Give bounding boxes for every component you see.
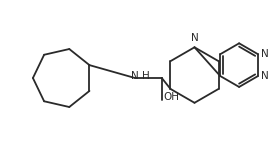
Text: N: N bbox=[261, 49, 269, 59]
Text: N: N bbox=[131, 71, 139, 81]
Text: N: N bbox=[261, 71, 269, 81]
Text: OH: OH bbox=[164, 92, 180, 102]
Text: N: N bbox=[191, 33, 198, 43]
Text: H: H bbox=[142, 71, 150, 81]
